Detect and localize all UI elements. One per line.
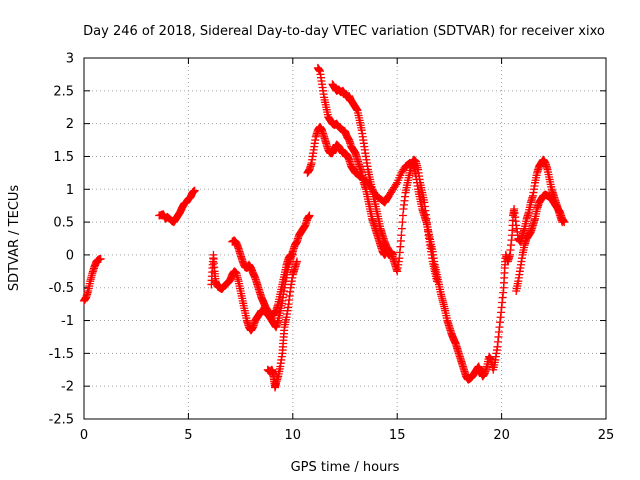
data-point: [389, 250, 398, 259]
y-tick-label: 3: [66, 52, 74, 67]
x-axis-ticks: 0 5 10 15 20 25: [80, 58, 614, 443]
plot-frame: [83, 57, 607, 420]
y-tick-label: -1: [61, 314, 74, 329]
data-point: [288, 250, 297, 259]
x-tick-label: 10: [285, 428, 302, 443]
y-tick-label: 1.5: [53, 150, 74, 165]
x-axis-label: GPS time / hours: [291, 460, 400, 475]
y-tick-label: 2: [66, 117, 74, 132]
y-tick-label: 2.5: [53, 84, 74, 99]
data-point: [432, 277, 441, 286]
y-tick-label: -0.5: [49, 281, 74, 296]
data-point: [560, 218, 569, 227]
y-tick-label: -1.5: [49, 347, 74, 362]
data-point: [305, 211, 314, 220]
chart-title: Day 246 of 2018, Sidereal Day-to-day VTE…: [83, 24, 605, 39]
y-tick-label: 1: [66, 183, 74, 198]
y-tick-label: 0.5: [53, 216, 74, 231]
data-point: [292, 257, 301, 266]
data-point: [190, 186, 199, 195]
data-point: [392, 180, 401, 189]
x-tick-label: 5: [184, 428, 192, 443]
data-series: [80, 63, 569, 392]
y-tick-label: 0: [66, 248, 74, 263]
y-tick-label: -2: [61, 380, 74, 395]
data-point: [96, 254, 105, 263]
x-tick-label: 0: [80, 428, 88, 443]
y-axis-label: SDTVAR / TECUs: [7, 185, 22, 292]
y-axis-ticks: -2.5 -2 -1.5 -1 -0.5 0 0.5 1 1.5 2 2.5 3: [49, 52, 606, 428]
x-tick-label: 15: [389, 428, 406, 443]
x-tick-label: 20: [493, 428, 510, 443]
y-tick-label: -2.5: [49, 413, 74, 428]
x-tick-label: 25: [598, 428, 615, 443]
